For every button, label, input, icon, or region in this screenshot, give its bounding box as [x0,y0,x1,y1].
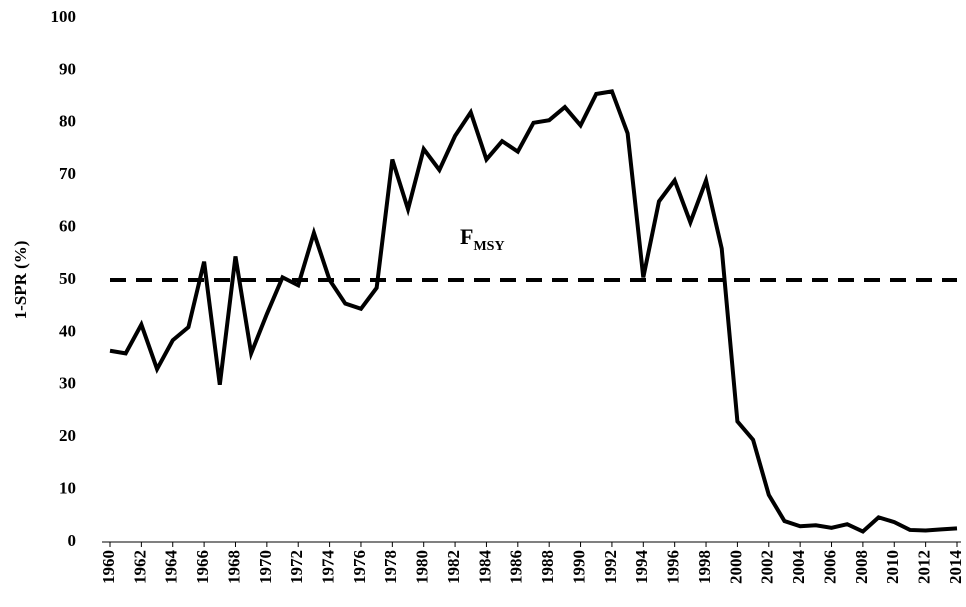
x-tick-label: 2000 [726,550,745,584]
data-line [109,89,958,534]
x-tick-label: 2008 [852,550,871,584]
y-tick-label: 60 [59,217,76,236]
x-tick-label: 1986 [507,550,526,584]
x-tick-label: 1984 [475,550,494,585]
x-tick-label: 1978 [381,550,400,584]
x-tick-label: 1974 [318,550,337,585]
x-tick-label: 2014 [946,550,965,585]
y-tick-label: 30 [59,374,76,393]
x-tick-label: 1968 [224,550,243,584]
y-tick-label: 80 [59,112,76,131]
y-tick-label: 50 [59,269,76,288]
x-tick-label: 2010 [883,550,902,584]
x-tick-label: 2002 [758,550,777,584]
x-tick-label: 1962 [130,550,149,584]
x-tick-label: 2012 [915,550,934,584]
x-tick-label: 1994 [632,550,651,585]
y-tick-label: 100 [51,7,77,26]
x-tick-label: 1960 [99,550,118,584]
x-tick-label: 1996 [664,550,683,584]
x-tick-label: 2006 [820,550,839,584]
x-tick-label: 1972 [287,550,306,584]
x-tick-label: 1976 [350,550,369,584]
x-tick-label: 1966 [193,550,212,584]
reference-label: FMSY [460,224,505,254]
y-tick-label: 0 [68,531,77,550]
y-tick-label: 40 [59,321,76,340]
y-tick-label: 10 [59,479,76,498]
reference-label-subscript: MSY [473,239,504,254]
x-tick-label: 1964 [162,550,181,585]
y-tick-label: 20 [59,426,76,445]
x-tick-label: 1998 [695,550,714,584]
reference-label-main: F [460,224,473,249]
y-tick-label: 90 [59,59,76,78]
x-tick-label: 2004 [789,550,808,585]
y-tick-label: 70 [59,164,76,183]
x-tick-label: 1992 [601,550,620,584]
x-tick-label: 1988 [538,550,557,584]
x-tick-label: 1980 [413,550,432,584]
x-tick-label: 1990 [569,550,588,584]
x-tick-label: 1970 [256,550,275,584]
x-tick-label: 1982 [444,550,463,584]
y-axis-label: 1-SPR (%) [11,241,30,320]
